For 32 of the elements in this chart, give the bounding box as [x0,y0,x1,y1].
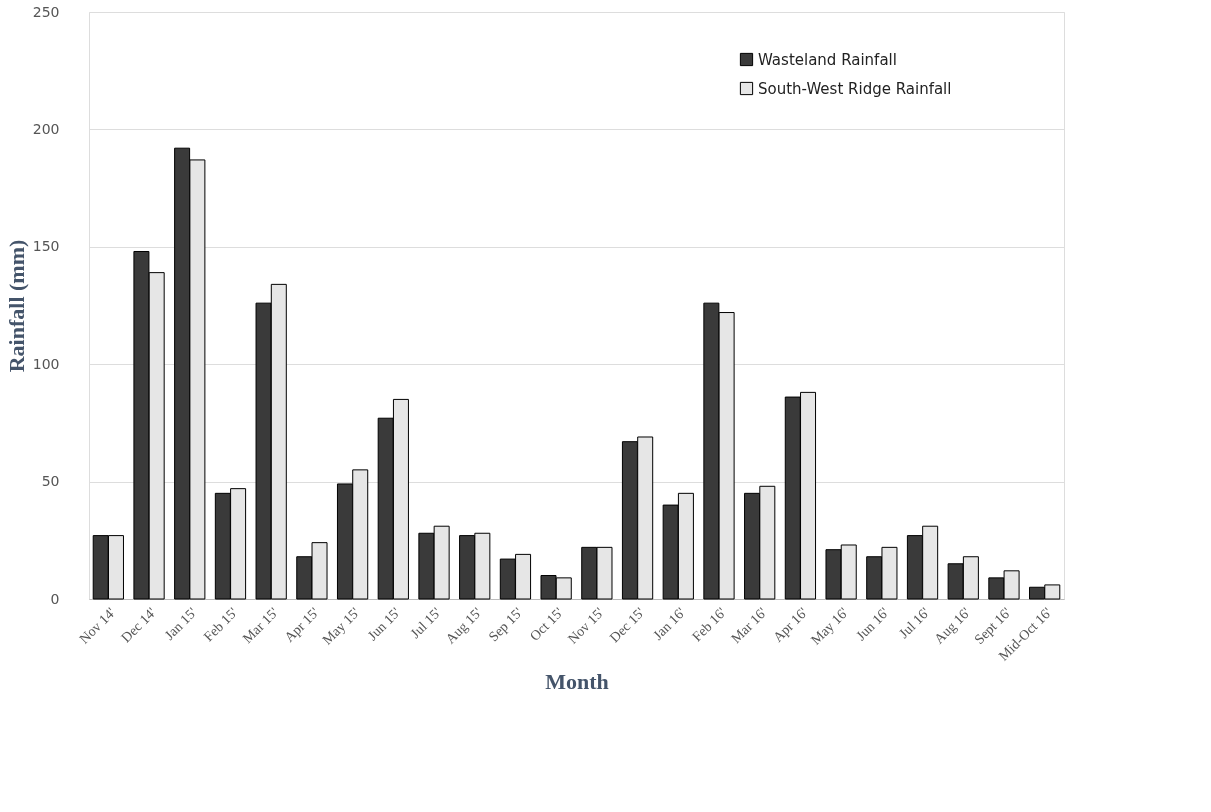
x-tick-label: Jan 16' [650,604,689,643]
x-tick-label: Dec 14' [118,604,159,646]
x-axis-title: Month [545,668,609,694]
x-tick-label: Mar 15' [239,604,282,647]
x-tick-label: Jun 16' [853,604,892,644]
x-tick-label: Jul 15' [407,604,444,642]
x-tick-label: Aug 16' [931,604,974,647]
y-tick-label: 250 [32,3,60,20]
y-tick-label: 0 [50,590,60,607]
x-tick-label: May 16' [808,604,852,648]
legend-label: South-West Ridge Rainfall [758,79,952,98]
x-tick-label: Oct 15' [526,604,567,644]
x-tick-label: Sep 15' [485,604,526,645]
x-tick-label: Nov 14' [76,604,119,647]
x-tick-label: Aug 15' [442,604,485,647]
x-tick-label: Jun 15' [364,604,404,644]
x-tick-label: Nov 15' [564,604,607,647]
x-tick-label: Apr 16' [770,604,811,645]
y-tick-label: 150 [32,238,60,255]
x-tick-label: Jan 15' [161,604,200,643]
x-tick-label: Feb 15' [200,604,241,645]
legend-label: Wasteland Rainfall [758,50,897,69]
y-tick-label: 50 [41,473,60,490]
y-axis-title: Rainfall (mm) [3,239,29,373]
y-tick-label: 100 [32,355,60,372]
x-tick-label: Dec 15' [606,604,648,646]
x-tick-label: Feb 16' [689,604,729,645]
x-tick-label: Jul 16' [896,604,933,642]
x-tick-label: May 15' [319,604,363,648]
x-tick-label: Mar 16' [728,604,770,647]
x-tick-label: Apr 15' [281,604,322,645]
y-tick-label: 200 [32,120,60,137]
